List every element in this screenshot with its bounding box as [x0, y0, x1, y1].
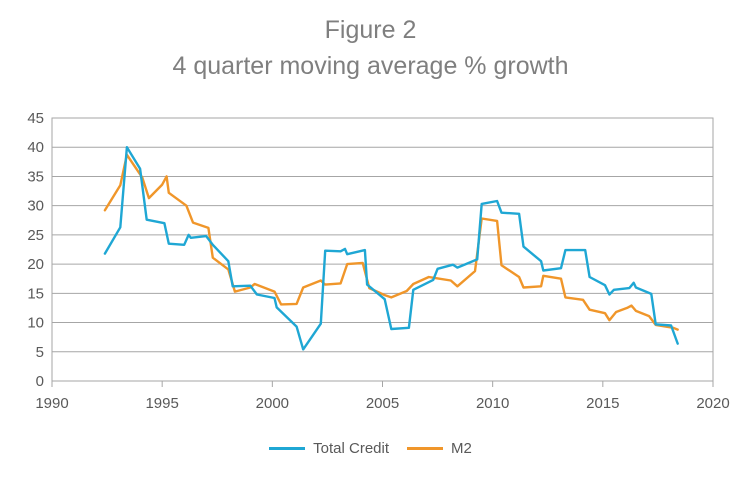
plot-border — [51, 117, 714, 382]
gridlines — [51, 117, 714, 382]
x-tick-label: 2005 — [366, 395, 399, 412]
x-tick-label: 2020 — [696, 395, 729, 412]
x-axis-ticks: 1990 1995 2000 2005 2010 2015 2020 — [35, 381, 730, 412]
legend-swatch-total-credit — [269, 447, 306, 450]
y-tick-label: 0 — [36, 373, 44, 390]
legend-swatch-m2 — [407, 447, 444, 450]
x-tick-label: 2010 — [476, 395, 509, 412]
x-tick-label: 1995 — [145, 395, 178, 412]
y-tick-label: 40 — [27, 139, 44, 156]
legend: Total Credit M2 — [0, 440, 741, 457]
legend-item-m2: M2 — [407, 440, 472, 457]
x-tick-label: 1990 — [35, 395, 68, 412]
x-tick-label: 2000 — [256, 395, 289, 412]
y-axis-ticks: 0 5 10 15 20 25 30 35 40 45 — [27, 110, 44, 390]
y-tick-label: 25 — [27, 227, 44, 244]
series-line-total-credit — [103, 145, 679, 351]
y-tick-label: 5 — [36, 344, 44, 361]
legend-label-m2: M2 — [451, 440, 472, 457]
y-tick-label: 45 — [27, 110, 44, 127]
y-tick-label: 20 — [27, 256, 44, 273]
x-tick-label: 2015 — [586, 395, 619, 412]
legend-label-total-credit: Total Credit — [313, 440, 390, 457]
series-line-m2 — [103, 153, 679, 331]
series-lines — [103, 145, 679, 351]
chart-title: Figure 2 — [324, 16, 417, 44]
y-tick-label: 30 — [27, 198, 44, 215]
legend-item-total-credit: Total Credit — [269, 440, 389, 457]
y-tick-label: 35 — [27, 168, 44, 185]
chart-subtitle: 4 quarter moving average % growth — [172, 52, 569, 80]
y-tick-label: 15 — [27, 285, 44, 302]
y-tick-label: 10 — [27, 315, 44, 332]
